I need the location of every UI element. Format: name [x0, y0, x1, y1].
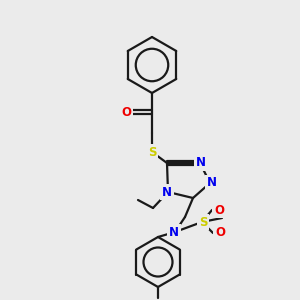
Text: N: N — [162, 185, 172, 199]
Text: N: N — [169, 226, 179, 238]
Text: O: O — [215, 226, 225, 239]
Text: S: S — [148, 146, 156, 158]
Text: S: S — [199, 215, 207, 229]
Text: O: O — [121, 106, 131, 118]
Text: O: O — [214, 203, 224, 217]
Text: N: N — [207, 176, 217, 190]
Text: N: N — [196, 157, 206, 169]
